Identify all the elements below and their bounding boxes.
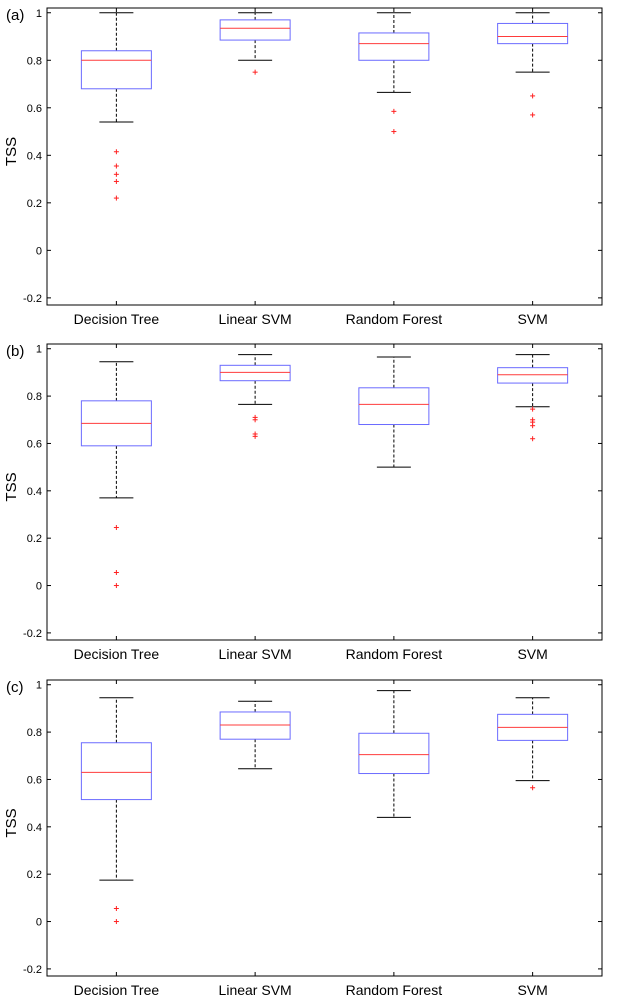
outlier-marker — [113, 583, 119, 589]
y-tick-label: 0 — [36, 917, 42, 929]
y-tick-label: 1 — [36, 680, 42, 692]
iqr-box — [80, 50, 152, 90]
box-decision-tree: Decision Tree — [74, 680, 160, 997]
outlier-marker — [113, 163, 119, 169]
box-svm: SVM — [497, 344, 569, 662]
iqr-box — [358, 732, 430, 775]
panel-1: -0.2 0 0.2 0.4 0.6 0.8 1 TSS (a) Decision Tree Lin… — [3, 7, 603, 327]
iqr-box — [219, 711, 291, 740]
outlier-marker — [530, 785, 536, 791]
x-category-label: Decision Tree — [74, 982, 160, 997]
y-tick-label: 1 — [36, 8, 42, 20]
box-svm: SVM — [497, 8, 569, 327]
iqr-box — [497, 22, 569, 45]
y-axis-label: TSS — [3, 808, 20, 837]
box-svm: SVM — [497, 680, 569, 997]
y-tick-label: 0 — [36, 581, 42, 593]
outlier-marker — [252, 433, 258, 439]
box-linear-svm: Linear SVM — [219, 344, 292, 662]
y-tick-label: 0.8 — [27, 55, 42, 67]
outlier-marker — [252, 69, 258, 75]
box-random-forest: Random Forest — [346, 680, 443, 997]
x-category-label: Decision Tree — [74, 646, 160, 662]
y-tick-label: 0.4 — [27, 486, 42, 498]
y-tick-label: 0.2 — [27, 533, 42, 545]
y-axis-label: TSS — [3, 137, 20, 166]
iqr-box — [219, 19, 291, 41]
outlier-marker — [113, 906, 119, 912]
y-tick-label: 0.6 — [27, 103, 42, 115]
outlier-marker — [530, 406, 536, 412]
x-category-label: Decision Tree — [74, 311, 160, 327]
outlier-marker — [113, 178, 119, 184]
box-decision-tree: Decision Tree — [74, 8, 160, 327]
x-category-label: SVM — [517, 646, 547, 662]
x-category-label: SVM — [517, 982, 547, 997]
outlier-marker — [252, 417, 258, 423]
y-tick-label: 0.2 — [27, 198, 42, 210]
y-tick-label: 1 — [36, 344, 42, 356]
outlier-marker — [113, 171, 119, 177]
box-random-forest: Random Forest — [346, 344, 443, 662]
box-linear-svm: Linear SVM — [219, 680, 292, 997]
outlier-marker — [530, 436, 536, 442]
x-category-label: Random Forest — [346, 982, 443, 997]
panel-3: -0.2 0 0.2 0.4 0.6 0.8 1 TSS (c) Decision Tree Lin… — [3, 679, 603, 997]
outlier-marker — [530, 423, 536, 429]
y-tick-label: -0.2 — [23, 293, 42, 305]
y-tick-label: -0.2 — [23, 964, 42, 976]
iqr-box — [358, 32, 430, 61]
outlier-marker — [113, 525, 119, 531]
outlier-marker — [391, 108, 397, 114]
y-axis-label: TSS — [3, 472, 20, 501]
y-tick-label: 0.8 — [27, 727, 42, 739]
y-tick-label: 0.2 — [27, 869, 42, 881]
y-tick-label: 0 — [36, 245, 42, 257]
box-random-forest: Random Forest — [346, 8, 443, 327]
x-category-label: Linear SVM — [219, 982, 292, 997]
panel-label: (a) — [6, 7, 24, 24]
iqr-box — [497, 367, 569, 384]
x-category-label: Linear SVM — [219, 311, 292, 327]
outlier-marker — [113, 570, 119, 576]
iqr-box — [358, 387, 430, 426]
y-tick-label: 0.6 — [27, 774, 42, 786]
plot-frame — [46, 679, 603, 977]
outlier-marker — [113, 195, 119, 201]
x-category-label: Random Forest — [346, 311, 443, 327]
outlier-marker — [530, 93, 536, 99]
box-linear-svm: Linear SVM — [219, 8, 292, 327]
y-tick-label: 0.6 — [27, 438, 42, 450]
iqr-box — [80, 742, 152, 801]
y-tick-label: -0.2 — [23, 628, 42, 640]
panel-label: (c) — [6, 679, 24, 696]
y-tick-label: 0.8 — [27, 391, 42, 403]
panel-2: -0.2 0 0.2 0.4 0.6 0.8 1 TSS (b) Decision Tree Lin… — [3, 343, 603, 662]
outlier-marker — [113, 919, 119, 925]
y-tick-label: 0.4 — [27, 822, 42, 834]
outlier-marker — [530, 112, 536, 118]
plot-frame — [46, 7, 603, 306]
panel-label: (b) — [6, 343, 24, 360]
x-category-label: SVM — [517, 311, 547, 327]
plot-frame — [46, 343, 603, 641]
x-category-label: Linear SVM — [219, 646, 292, 662]
x-category-label: Random Forest — [346, 646, 443, 662]
outlier-marker — [391, 129, 397, 135]
iqr-box — [219, 364, 291, 382]
outlier-marker — [113, 149, 119, 155]
box-decision-tree: Decision Tree — [74, 344, 160, 662]
y-tick-label: 0.4 — [27, 150, 42, 162]
